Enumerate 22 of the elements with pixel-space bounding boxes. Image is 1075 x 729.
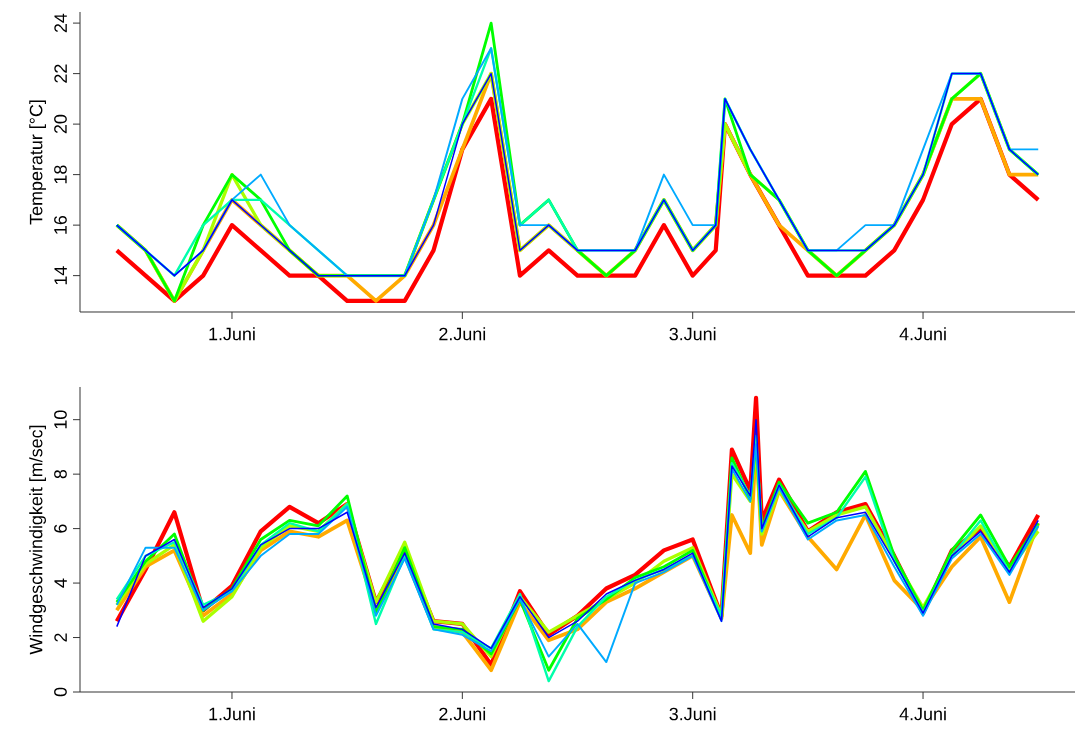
y-tick-label: 20 <box>54 114 67 134</box>
y-tick-label: 16 <box>54 215 67 234</box>
x-tick-label: 2.Juni <box>439 707 486 721</box>
y-tick-label: 10 <box>54 410 67 429</box>
x-tick-label: 1.Juni <box>209 327 255 341</box>
y-tick-label: 14 <box>54 266 67 285</box>
x-tick-label: 4.Juni <box>899 707 946 721</box>
y-tick-label: 8 <box>54 469 67 479</box>
y-tick-label: 0 <box>54 687 67 697</box>
x-tick-label: 4.Juni <box>899 327 946 341</box>
y-tick-label: 24 <box>54 13 67 33</box>
y-tick-label: 6 <box>54 524 67 533</box>
y-tick-label: 2 <box>54 633 67 642</box>
y-tick-label: 18 <box>54 165 67 184</box>
x-tick-label: 1.Juni <box>209 707 255 721</box>
x-tick-label: 3.Juni <box>669 327 716 341</box>
y-axis-title: Windgeschwindigkeit [m/sec] <box>29 425 46 655</box>
x-tick-label: 2.Juni <box>439 327 486 341</box>
y-axis-title: Temperatur [°C] <box>29 100 46 225</box>
y-tick-label: 4 <box>54 578 67 588</box>
y-tick-label: 22 <box>54 64 67 83</box>
x-tick-label: 3.Juni <box>669 707 716 721</box>
